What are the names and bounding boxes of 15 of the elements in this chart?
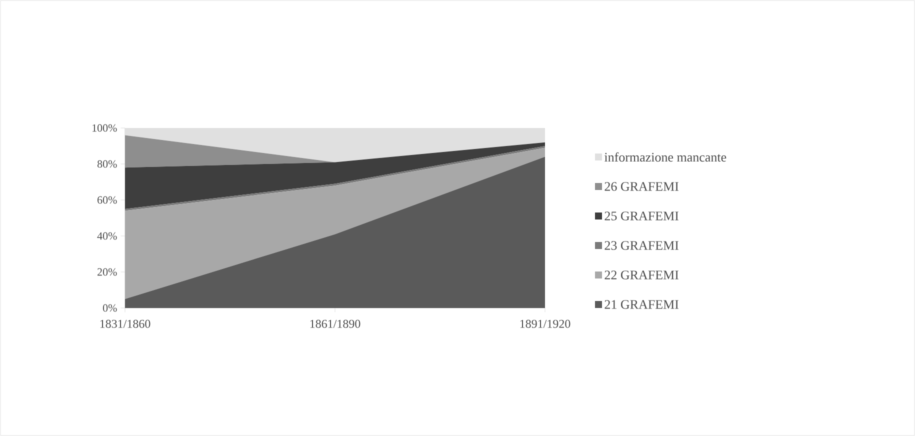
legend-label: 21 GRAFEMI bbox=[604, 300, 678, 309]
legend-label: 25 GRAFEMI bbox=[604, 212, 678, 220]
y-tick-label: 20% bbox=[98, 268, 117, 276]
x-tick-label: 1861/1890 bbox=[310, 320, 360, 328]
x-tick-label: 1831/1860 bbox=[100, 320, 150, 328]
y-tick-label: 0% bbox=[102, 304, 117, 312]
x-tick-label: 1891/1920 bbox=[520, 320, 570, 328]
y-tick-label: 40% bbox=[97, 232, 117, 240]
legend-label: 22 GRAFEMI bbox=[604, 270, 678, 280]
y-tick-label: 100% bbox=[92, 124, 117, 132]
y-tick-label: 80% bbox=[97, 160, 117, 168]
legend-label: 23 GRAFEMI bbox=[604, 241, 678, 250]
y-tick-label: 60% bbox=[98, 196, 117, 204]
legend-label: 26 GRAFEMI bbox=[604, 182, 678, 191]
legend-label: informazione mancante bbox=[604, 152, 726, 162]
